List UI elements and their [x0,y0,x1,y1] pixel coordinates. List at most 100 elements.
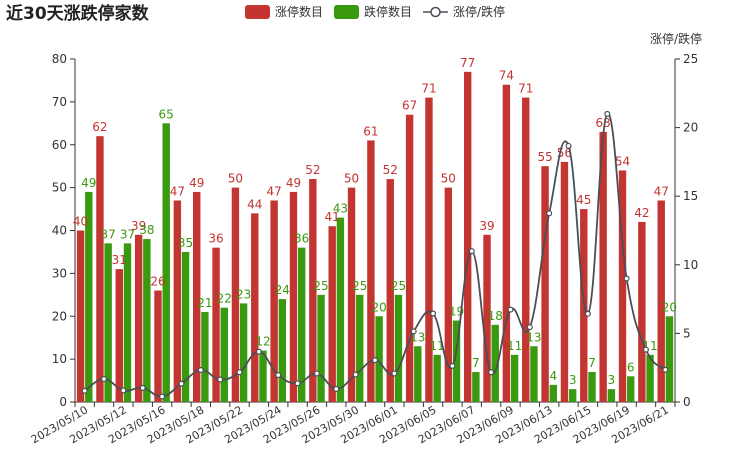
data-label-limit-down: 20 [371,300,386,314]
bar-limit-up [444,187,453,402]
ratio-point [430,310,437,317]
bar-limit-up [270,200,278,402]
data-label-limit-down: 3 [608,373,616,387]
bar-limit-down [588,371,596,402]
ratio-point [507,306,514,313]
y-left-tick-label: 20 [52,309,67,323]
data-label-limit-up: 54 [615,154,630,168]
data-label-limit-down: 37 [100,227,115,241]
y-left-tick-label: 50 [52,181,67,195]
y-left-tick-label: 0 [59,395,67,409]
data-label-limit-down: 24 [275,283,290,297]
y-left-tick-label: 70 [52,95,67,109]
data-label-limit-up: 63 [596,116,611,130]
bar-limit-down [143,239,151,402]
data-label-limit-up: 50 [344,172,359,186]
y-right-tick-label: 10 [683,258,698,272]
legend-label-limit-down: 跌停数目 [364,4,412,19]
ratio-point [197,367,204,374]
bar-limit-down [394,294,403,402]
ratio-point [488,369,495,376]
bar-limit-up [289,191,298,402]
y-right-tick-label: 20 [683,121,698,135]
bar-limit-down [278,299,287,402]
legend-label-ratio: 涨停/跌停 [453,4,505,19]
chart-title: 近30天涨跌停家数 [6,3,150,24]
bar-limit-up [212,247,220,402]
legend: 涨停数目 跌停数目 涨停/跌停 [245,4,505,19]
bar-limit-down [530,346,538,402]
y-right-tick-label: 15 [683,189,698,203]
ratio-point [81,387,88,394]
data-label-limit-down: 4 [549,369,557,383]
data-label-limit-up: 50 [228,172,243,186]
y-left-tick-label: 10 [52,352,67,366]
bar-limit-down [239,303,248,402]
data-label-limit-up: 41 [325,210,340,224]
legend-item-ratio[interactable]: 涨停/跌停 [423,4,505,19]
data-label-limit-down: 25 [313,279,328,293]
legend-item-limit-up[interactable]: 涨停数目 [245,4,323,19]
data-label-limit-down: 18 [488,309,503,323]
bar-limit-down [104,243,112,402]
y-left-tick-label: 30 [52,266,67,280]
bar-limit-up [251,213,259,402]
data-label-limit-up: 49 [189,176,204,190]
bar-limit-down [472,371,480,402]
bar-limit-down [317,294,325,402]
bar-limit-down [220,307,228,402]
bar-limit-up [134,234,143,402]
data-label-limit-up: 39 [131,219,146,233]
data-label-limit-up: 71 [421,82,436,96]
bar-limit-down [162,123,170,402]
bar-limit-down [85,191,93,402]
data-label-limit-down: 12 [255,335,270,349]
bar-limit-up [599,131,607,402]
ratio-point [546,210,553,217]
bar-limit-down [491,324,499,402]
legend-swatch-ratio-marker [430,6,441,18]
ratio-point [294,380,301,387]
bar-limit-down [414,346,422,402]
bar-limit-up [560,161,569,402]
data-label-limit-up: 71 [518,82,533,96]
data-label-limit-up: 47 [266,184,281,198]
bar-limit-down [433,354,441,402]
y-left-tick-label: 60 [52,138,67,152]
bar-limit-up [541,166,549,402]
bar-limit-up [231,187,240,402]
ratio-point [468,248,475,255]
bar-limit-down [452,320,461,402]
ratio-point [372,357,379,364]
bar-limit-down [665,316,674,402]
data-label-limit-up: 47 [170,184,185,198]
data-label-limit-down: 6 [627,360,635,374]
bar-limit-up [657,200,665,402]
bar-limit-down [123,243,132,402]
ratio-point [217,376,224,383]
data-label-limit-down: 13 [526,330,541,344]
ratio-point [275,372,282,379]
ratio-point [352,371,359,378]
data-label-limit-down: 22 [217,292,232,306]
data-label-limit-up: 44 [247,197,262,211]
data-label-limit-up: 39 [479,219,494,233]
bar-limit-up [76,230,85,402]
legend-label-limit-up: 涨停数目 [275,4,323,19]
y-left-tick-label: 40 [52,224,67,238]
ratio-point [584,310,591,317]
bar-limit-up [386,179,394,402]
bar-limit-down [549,384,557,402]
bar-limit-down [181,251,190,402]
ratio-point [159,393,166,400]
y-right-tick-label: 5 [683,326,691,340]
data-label-limit-up: 52 [383,163,398,177]
bar-limit-up [173,200,182,402]
data-label-limit-up: 45 [576,193,591,207]
legend-item-limit-down[interactable]: 跌停数目 [334,4,412,19]
data-label-limit-down: 20 [662,300,677,314]
ratio-point [313,370,320,377]
ratio-point [139,384,146,391]
data-label-limit-down: 3 [569,373,577,387]
